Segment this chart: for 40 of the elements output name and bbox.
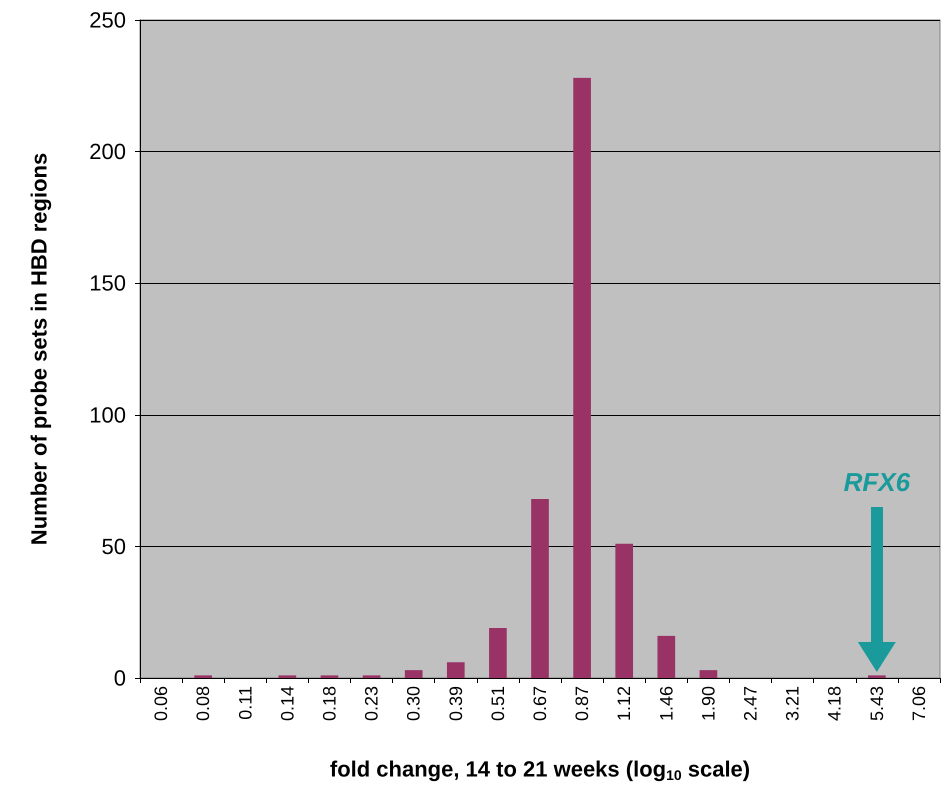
bar <box>320 675 338 678</box>
bar <box>362 675 380 678</box>
x-tick-label: 0.51 <box>488 686 508 722</box>
y-tick-label: 250 <box>89 8 126 32</box>
bar <box>278 675 296 678</box>
x-tick-label: 0.06 <box>151 686 172 722</box>
x-tick-label: 7.06 <box>908 686 929 722</box>
x-tick-label: 0.14 <box>277 686 298 722</box>
y-tick-label: 100 <box>89 402 126 428</box>
x-tick-label: 0.87 <box>572 686 592 722</box>
bar <box>531 499 549 678</box>
x-tick-label: 1.12 <box>614 686 634 722</box>
x-tick-label: 0.18 <box>319 686 340 722</box>
bar <box>573 78 591 678</box>
x-tick-label: 1.90 <box>698 686 718 722</box>
bar <box>404 670 423 678</box>
x-tick-label: 3.21 <box>782 686 803 722</box>
x-tick-label: 0.23 <box>362 686 382 722</box>
bar <box>194 675 212 678</box>
x-tick-label: 5.43 <box>866 686 887 722</box>
y-axis-title: Number of probe sets in HBD regions <box>26 152 52 546</box>
y-tick-label: 0 <box>114 666 126 690</box>
x-tick-label: 0.67 <box>530 686 550 722</box>
annotation: RFX6 <box>844 466 911 497</box>
x-tick-label: 1.46 <box>656 686 676 722</box>
bar <box>489 628 507 678</box>
bar <box>700 670 718 678</box>
bar <box>615 544 634 678</box>
y-tick-label: 50 <box>102 534 126 559</box>
x-tick-label: 4.18 <box>824 686 845 722</box>
x-tick-label: 0.11 <box>235 686 256 720</box>
bar <box>446 662 465 678</box>
x-tick-label: 0.39 <box>446 686 466 722</box>
x-tick-label: 0.30 <box>404 686 424 722</box>
x-tick-label: 0.08 <box>193 686 214 722</box>
y-tick-label: 200 <box>89 139 126 164</box>
y-tick-label: 150 <box>89 270 126 296</box>
x-tick-label: 2.47 <box>740 686 761 722</box>
bar <box>657 636 676 678</box>
bar <box>868 675 886 678</box>
